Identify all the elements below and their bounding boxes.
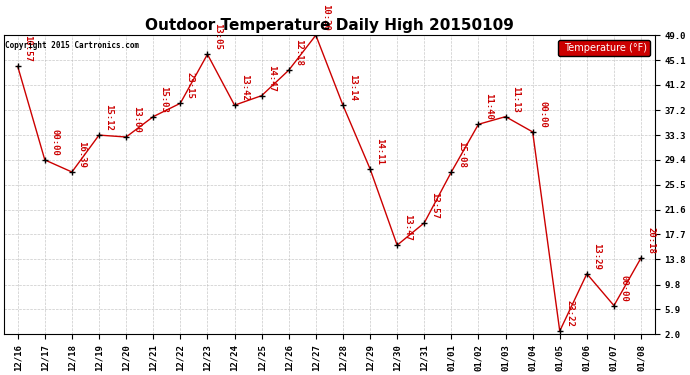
Text: 15:08: 15:08 <box>457 141 466 168</box>
Text: 13:42: 13:42 <box>240 74 249 101</box>
Text: 10:57: 10:57 <box>23 35 32 62</box>
Text: 23:22: 23:22 <box>565 300 574 327</box>
Text: 15:03: 15:03 <box>159 86 168 112</box>
Text: 15:12: 15:12 <box>105 104 114 131</box>
Text: 00:00: 00:00 <box>50 129 59 156</box>
Text: 00:00: 00:00 <box>538 101 547 128</box>
Text: 14:47: 14:47 <box>267 64 276 92</box>
Text: 10:20: 10:20 <box>322 4 331 31</box>
Text: 11:13: 11:13 <box>511 86 520 112</box>
Text: 13:14: 13:14 <box>348 74 357 101</box>
Text: 20:18: 20:18 <box>647 227 656 254</box>
Text: 00:00: 00:00 <box>620 274 629 302</box>
Text: 12:18: 12:18 <box>295 39 304 66</box>
Text: 13:57: 13:57 <box>430 192 439 219</box>
Text: 13:29: 13:29 <box>593 243 602 270</box>
Text: 13:05: 13:05 <box>213 23 222 50</box>
Title: Outdoor Temperature Daily High 20150109: Outdoor Temperature Daily High 20150109 <box>145 18 514 33</box>
Text: 14:11: 14:11 <box>375 138 384 165</box>
Text: 13:47: 13:47 <box>403 214 412 241</box>
Text: 13:00: 13:00 <box>132 106 141 133</box>
Legend: Temperature (°F): Temperature (°F) <box>558 40 650 56</box>
Text: 16:39: 16:39 <box>77 141 86 168</box>
Text: 23:15: 23:15 <box>186 72 195 99</box>
Text: Copyright 2015 Cartronics.com: Copyright 2015 Cartronics.com <box>6 41 139 50</box>
Text: 11:40: 11:40 <box>484 93 493 120</box>
